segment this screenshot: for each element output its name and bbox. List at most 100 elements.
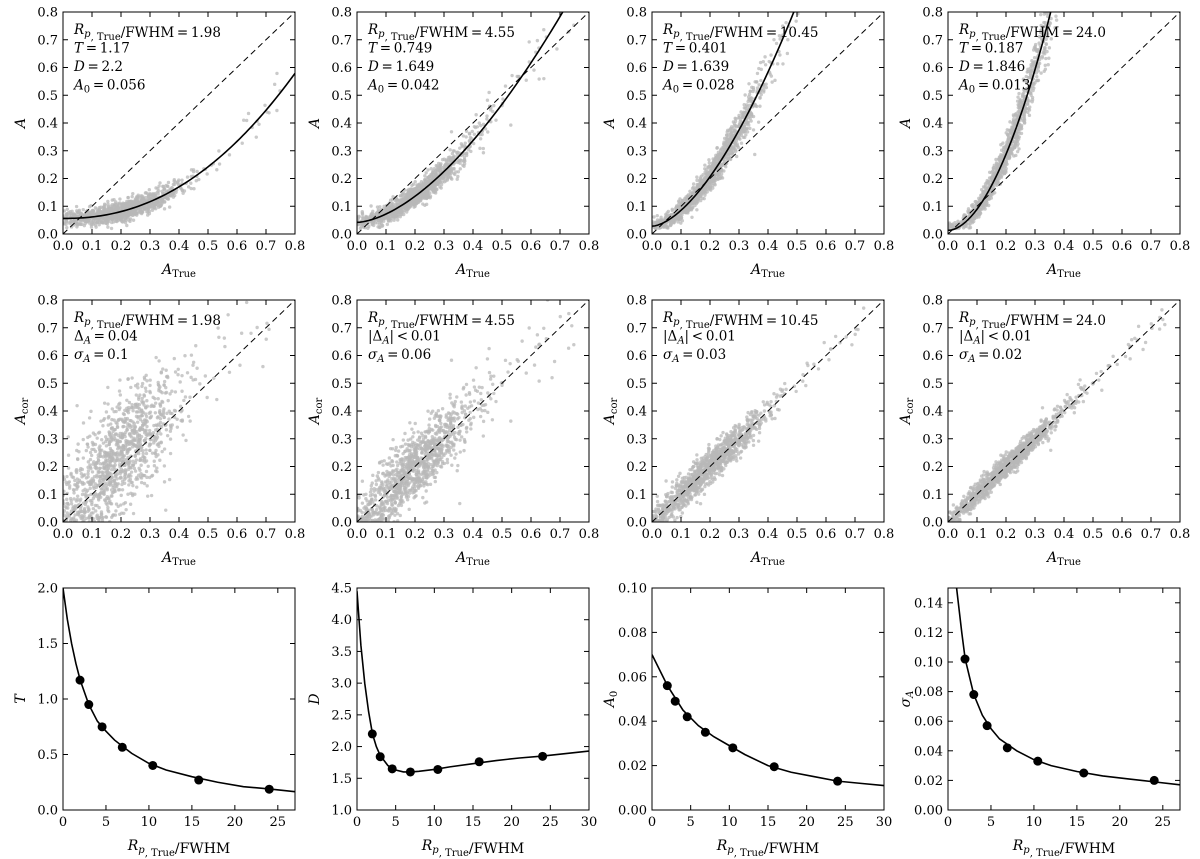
scatter-point	[178, 380, 182, 384]
y-tick-label: 0.4	[626, 117, 647, 132]
scatter-point	[472, 141, 476, 146]
scatter-point	[119, 503, 123, 507]
scatter-point	[486, 130, 490, 134]
scatter-point	[416, 184, 420, 188]
scatter-point	[101, 205, 106, 209]
y-tick-label: 0.1	[331, 200, 352, 215]
scatter-point	[555, 47, 559, 51]
scatter-point	[1008, 120, 1012, 124]
scatter-point	[1052, 3, 1055, 6]
scatter-point	[104, 220, 108, 225]
scatter-point	[1028, 72, 1033, 77]
scatter-point	[999, 143, 1003, 147]
scatter-point	[101, 424, 105, 428]
scatter-point	[222, 336, 227, 340]
scatter-point	[715, 171, 720, 175]
scatter-point	[400, 200, 404, 205]
scatter-point	[84, 448, 89, 453]
annotation: A0 = 0.028	[661, 78, 734, 96]
scatter-point	[729, 131, 734, 135]
scatter-point	[180, 188, 185, 192]
x-tick-label: 0.6	[521, 239, 542, 254]
scatter-point	[481, 122, 486, 127]
y-tick-label: 0.7	[626, 33, 647, 48]
scatter-point	[227, 153, 232, 157]
scatter-point	[360, 211, 365, 215]
scatter-point	[75, 223, 80, 227]
scatter-point	[1000, 148, 1004, 152]
scatter-point	[1047, 56, 1051, 60]
x-tick-label: 0.8	[874, 239, 895, 254]
scatter-point	[740, 131, 744, 135]
scatter-point	[439, 182, 444, 187]
scatter-point	[780, 24, 785, 28]
y-tick-label: 0.4	[37, 117, 58, 132]
scatter-point	[542, 27, 546, 32]
scatter-point	[121, 212, 125, 216]
scatter-point	[680, 198, 685, 203]
scatter-point	[150, 451, 155, 455]
scatter-point	[450, 151, 455, 156]
annotation: D = 1.649	[367, 59, 434, 75]
scatter-point	[1035, 74, 1039, 79]
y-tick-label: 0.8	[37, 6, 58, 21]
scatter-point	[86, 213, 91, 217]
y-tick-label: 0.3	[331, 144, 352, 159]
scatter-point	[1044, 5, 1047, 8]
y-tick-label: 0.8	[331, 6, 352, 21]
scatter-point	[708, 164, 712, 168]
scatter-point	[440, 157, 445, 162]
scatter-point	[736, 145, 741, 150]
scatter-point	[156, 192, 160, 196]
scatter-point	[148, 383, 152, 388]
x-tick-label: 0.6	[227, 239, 248, 254]
x-tick-label: 0.4	[169, 239, 190, 254]
x-tick-label: 0.6	[1112, 239, 1133, 254]
annotation: Rp, True/FWHM = 10.45	[662, 22, 819, 43]
scatter-point	[160, 390, 164, 395]
scatter-point	[150, 208, 155, 212]
scatter-point	[485, 98, 490, 102]
scatter-point	[118, 401, 122, 406]
scatter-point	[244, 118, 249, 123]
scatter-point	[376, 225, 380, 229]
scatter-point	[1051, 5, 1054, 8]
scatter-point	[122, 424, 126, 429]
scatter-point	[418, 197, 422, 201]
scatter-point	[1025, 70, 1029, 74]
scatter-point	[994, 169, 999, 174]
scatter-point	[215, 168, 219, 172]
scatter-point	[742, 103, 746, 107]
scatter-point	[439, 162, 443, 166]
scatter-point	[462, 164, 466, 168]
scatter-point	[1054, 18, 1059, 22]
scatter-point	[1026, 110, 1030, 115]
x-tick-label: 0.7	[550, 239, 571, 254]
scatter-point	[185, 175, 190, 179]
scatter-point	[143, 386, 148, 390]
scatter-point	[125, 398, 129, 402]
scatter-point	[139, 210, 143, 214]
scatter-points	[63, 71, 282, 231]
scatter-point	[542, 76, 546, 81]
scatter-point	[756, 86, 760, 90]
scatter-point	[86, 435, 90, 440]
scatter-point	[182, 398, 186, 403]
scatter-point	[126, 212, 131, 217]
scatter-point	[140, 381, 145, 386]
scatter-point	[718, 153, 722, 157]
scatter-point	[141, 422, 146, 426]
annotation: A0 = 0.042	[366, 78, 439, 96]
scatter-point	[1045, 49, 1049, 54]
scatter-point	[1040, 56, 1044, 60]
scatter-point	[1054, 14, 1058, 18]
scatter-point	[1025, 80, 1029, 85]
scatter-point	[88, 486, 92, 491]
scatter-point	[751, 86, 756, 90]
scatter-point	[455, 152, 460, 157]
scatter-point	[393, 198, 398, 203]
scatter-point	[1015, 135, 1020, 140]
scatter-point	[1010, 125, 1014, 129]
scatter-point	[164, 508, 168, 512]
scatter-point	[764, 85, 769, 90]
